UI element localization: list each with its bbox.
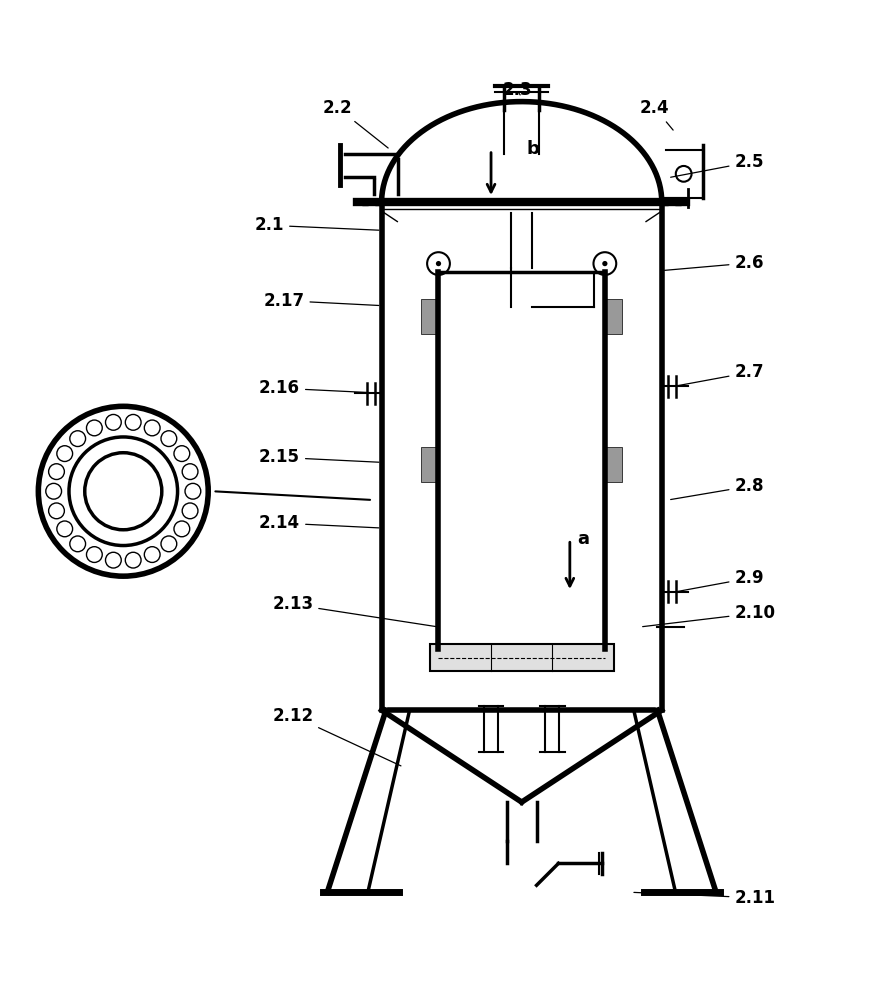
Text: 2.12: 2.12: [272, 707, 401, 766]
Bar: [421, 447, 438, 482]
Text: 2.6: 2.6: [665, 254, 764, 272]
Bar: [430, 644, 614, 671]
Text: 2.5: 2.5: [671, 153, 764, 177]
Text: 2.10: 2.10: [643, 604, 775, 627]
Text: 2.8: 2.8: [671, 477, 764, 500]
Text: b: b: [526, 140, 539, 158]
Bar: [605, 447, 623, 482]
Text: 2.1: 2.1: [254, 216, 379, 234]
Text: 2.14: 2.14: [259, 514, 379, 532]
Circle shape: [436, 261, 441, 266]
Text: 2.16: 2.16: [259, 379, 379, 397]
Text: 2.3: 2.3: [503, 81, 532, 99]
Text: 2.15: 2.15: [259, 448, 379, 466]
Text: 2.7: 2.7: [678, 363, 764, 386]
Text: 2.2: 2.2: [323, 99, 389, 148]
Bar: [421, 299, 438, 334]
Text: 2.4: 2.4: [640, 99, 674, 130]
Text: a: a: [577, 530, 588, 548]
Text: 2.13: 2.13: [272, 595, 436, 627]
Text: 2.17: 2.17: [263, 292, 379, 310]
Bar: [605, 299, 623, 334]
Text: 2.9: 2.9: [678, 569, 764, 591]
Text: 2.11: 2.11: [634, 889, 775, 907]
Circle shape: [602, 261, 608, 266]
